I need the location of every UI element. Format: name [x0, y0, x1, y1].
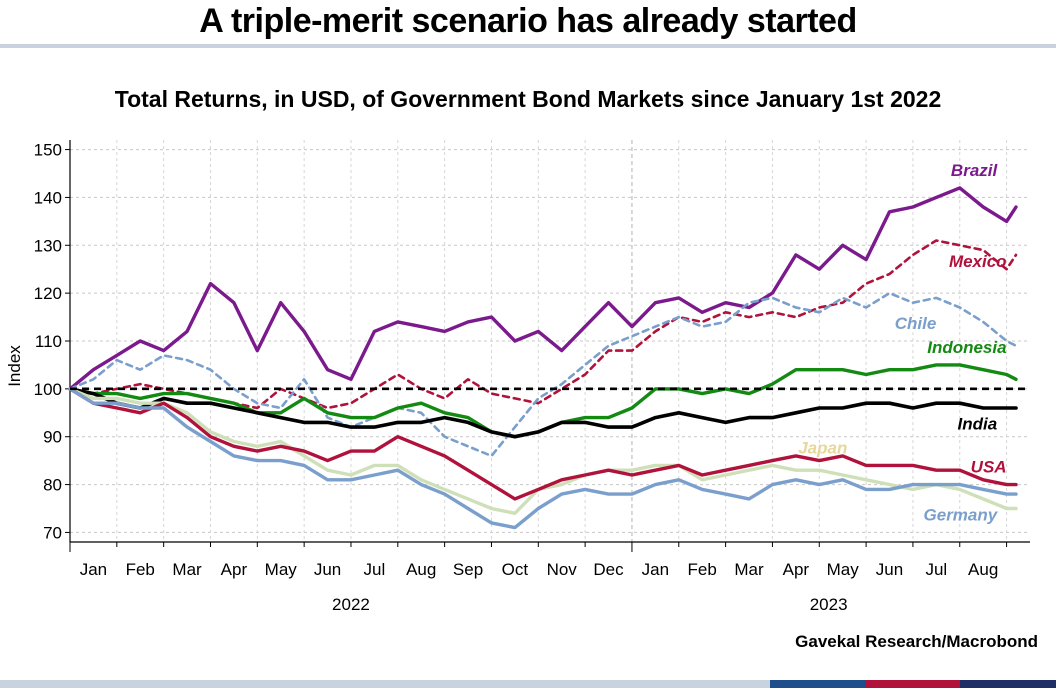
series-line-chile: [68, 291, 1018, 458]
series-label-brazil: Brazil: [951, 161, 999, 180]
x-month-label: Oct: [502, 560, 529, 579]
footer-stripe-light: [0, 680, 770, 688]
series-line-mexico: [68, 239, 1018, 410]
series-label-usa: USA: [971, 458, 1007, 477]
x-month-label: Jun: [314, 560, 341, 579]
x-month-label: Jun: [876, 560, 903, 579]
x-month-label: Nov: [547, 560, 578, 579]
x-month-label: Jul: [925, 560, 947, 579]
y-tick-label: 70: [43, 523, 62, 542]
series-label-indonesia: Indonesia: [927, 338, 1006, 357]
series-label-india: India: [958, 415, 998, 434]
page-title: A triple-merit scenario has already star…: [199, 2, 857, 40]
x-month-label: Aug: [968, 560, 998, 579]
x-month-label: Apr: [783, 560, 810, 579]
footer-stripe-blue: [770, 680, 865, 688]
x-month-label: Mar: [734, 560, 764, 579]
series-line-germany: [68, 387, 1018, 530]
x-month-label: Feb: [688, 560, 717, 579]
y-tick-label: 120: [34, 284, 62, 303]
series-label-chile: Chile: [895, 314, 937, 333]
x-month-label: Sep: [453, 560, 483, 579]
y-tick-label: 110: [35, 332, 62, 351]
y-tick-label: 80: [43, 476, 62, 495]
series-line-brazil: [68, 186, 1018, 391]
chart-title: Total Returns, in USD, of Government Bon…: [114, 86, 942, 112]
x-month-label: Jul: [364, 560, 386, 579]
y-tick-label: 150: [34, 141, 62, 160]
y-tick-label: 100: [34, 380, 62, 399]
series-label-japan: Japan: [798, 438, 847, 457]
x-month-label: May: [827, 560, 860, 579]
x-month-label: May: [265, 560, 298, 579]
x-month-label: Jan: [80, 560, 107, 579]
x-month-label: Aug: [406, 560, 436, 579]
top-divider: [0, 44, 1056, 48]
x-month-label: Jan: [642, 560, 669, 579]
series-line-india: [68, 387, 1018, 439]
footer-stripe-navy: [960, 680, 1056, 688]
y-tick-label: 130: [34, 236, 62, 255]
series-line-usa: [68, 387, 1018, 501]
x-year-label: 2022: [332, 595, 370, 614]
x-month-label: Dec: [593, 560, 624, 579]
x-month-label: Apr: [221, 560, 248, 579]
series-line-japan: [68, 387, 1018, 515]
footer-stripe-red: [865, 680, 960, 688]
y-tick-label: 140: [34, 188, 62, 207]
x-year-label: 2023: [810, 595, 848, 614]
x-month-label: Mar: [172, 560, 202, 579]
y-axis-title: Index: [5, 345, 24, 387]
series-label-germany: Germany: [924, 505, 999, 524]
series-line-indonesia: [68, 363, 1018, 439]
source-credit: Gavekal Research/Macrobond: [795, 632, 1038, 651]
x-month-label: Feb: [126, 560, 155, 579]
series-label-mexico: Mexico: [949, 252, 1007, 271]
y-tick-label: 90: [43, 428, 62, 447]
